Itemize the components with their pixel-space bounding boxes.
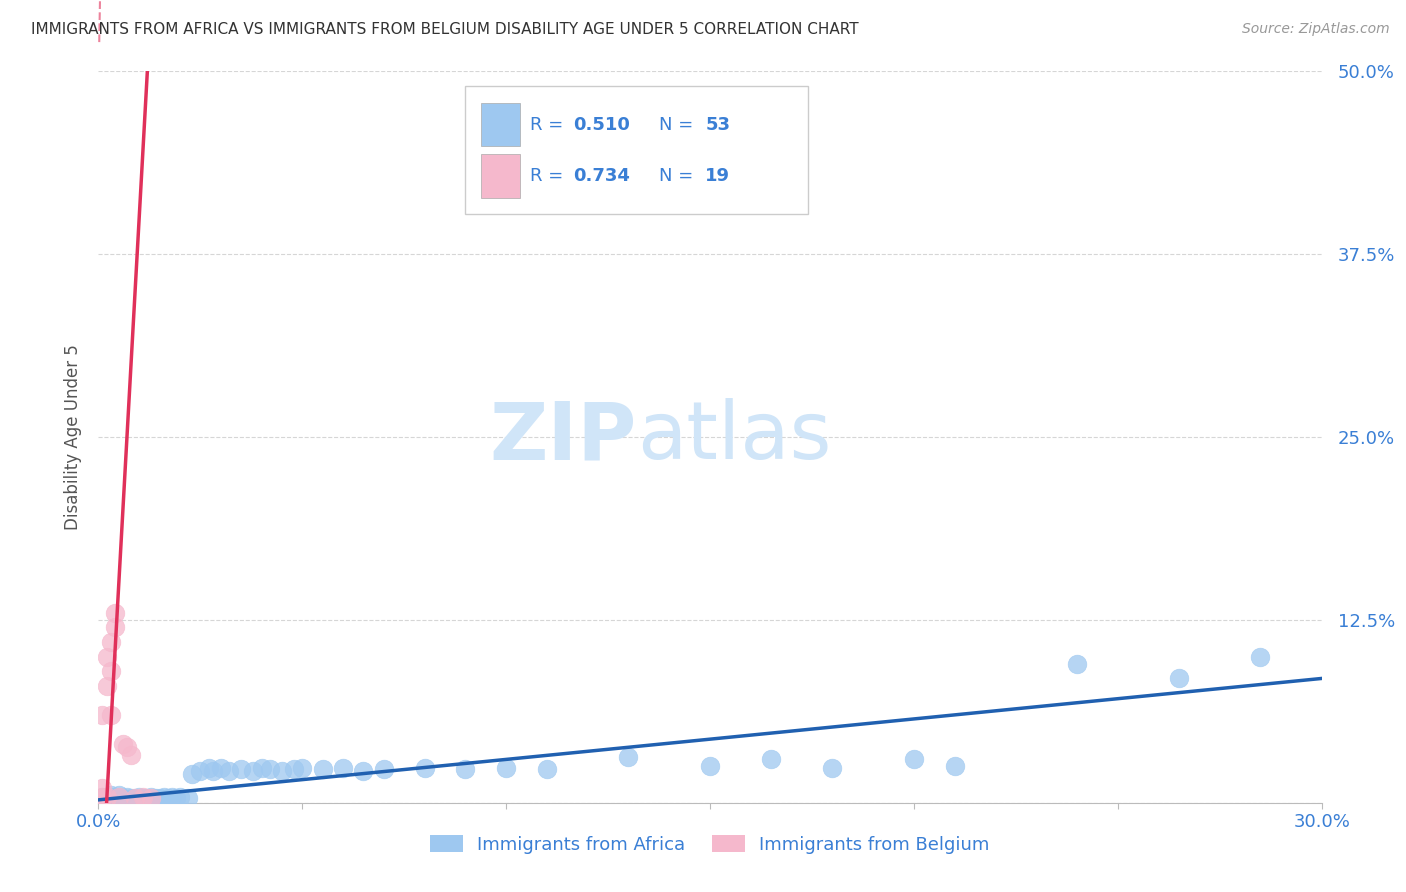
Point: [413, 761, 436, 775]
Point: [100, 708, 122, 723]
Point: [617, 750, 640, 764]
Point: [209, 761, 232, 775]
Point: [136, 791, 159, 805]
Point: [283, 762, 305, 776]
Point: [104, 791, 127, 805]
Text: ZIP: ZIP: [489, 398, 637, 476]
Point: [373, 762, 395, 776]
Point: [242, 764, 264, 778]
Point: [152, 789, 174, 804]
Point: [115, 789, 138, 804]
Point: [108, 789, 131, 804]
Legend: Immigrants from Africa, Immigrants from Belgium: Immigrants from Africa, Immigrants from …: [423, 828, 997, 861]
Point: [156, 791, 179, 805]
Point: [128, 789, 150, 804]
Point: [188, 764, 212, 778]
Point: [943, 759, 966, 773]
Point: [96, 649, 118, 664]
Point: [201, 764, 224, 778]
Point: [141, 789, 163, 804]
Point: [124, 791, 146, 805]
Text: IMMIGRANTS FROM AFRICA VS IMMIGRANTS FROM BELGIUM DISABILITY AGE UNDER 5 CORRELA: IMMIGRANTS FROM AFRICA VS IMMIGRANTS FRO…: [31, 22, 859, 37]
Point: [149, 791, 172, 805]
Point: [270, 764, 294, 778]
Point: [495, 761, 517, 775]
Point: [91, 791, 114, 805]
Point: [120, 791, 142, 805]
Point: [332, 761, 354, 775]
Point: [165, 791, 187, 805]
Point: [312, 762, 335, 776]
Point: [231, 762, 253, 776]
FancyBboxPatch shape: [465, 86, 808, 214]
Point: [96, 789, 118, 804]
Point: [100, 635, 122, 649]
Point: [1249, 649, 1271, 664]
Point: [169, 789, 191, 804]
Point: [91, 708, 114, 723]
Point: [96, 679, 118, 693]
Point: [91, 781, 114, 796]
Point: [111, 791, 134, 805]
Point: [536, 762, 558, 776]
Point: [177, 791, 200, 805]
Text: N =: N =: [658, 116, 699, 134]
Point: [181, 766, 204, 780]
Point: [145, 791, 167, 805]
Point: [100, 664, 122, 678]
Point: [1066, 657, 1088, 671]
FancyBboxPatch shape: [481, 103, 520, 146]
Point: [108, 789, 131, 804]
Point: [100, 789, 122, 804]
Point: [197, 761, 219, 775]
Point: [821, 761, 844, 775]
Text: Source: ZipAtlas.com: Source: ZipAtlas.com: [1241, 22, 1389, 37]
Point: [352, 764, 374, 778]
Point: [104, 620, 127, 634]
Point: [761, 752, 783, 766]
Text: 0.734: 0.734: [574, 167, 630, 185]
Y-axis label: Disability Age Under 5: Disability Age Under 5: [63, 344, 82, 530]
Point: [250, 761, 273, 775]
Text: R =: R =: [530, 167, 569, 185]
Point: [454, 762, 477, 776]
Point: [132, 789, 155, 804]
Point: [132, 791, 155, 805]
Text: 53: 53: [706, 116, 730, 134]
Text: N =: N =: [658, 167, 699, 185]
Point: [903, 752, 925, 766]
Point: [115, 740, 138, 755]
Point: [160, 789, 183, 804]
Point: [100, 789, 122, 803]
Point: [218, 764, 240, 778]
Point: [96, 791, 118, 805]
Point: [91, 789, 114, 804]
FancyBboxPatch shape: [481, 154, 520, 197]
Point: [111, 737, 134, 751]
Point: [259, 762, 281, 776]
Point: [124, 791, 146, 805]
Point: [291, 761, 314, 775]
Text: R =: R =: [530, 116, 569, 134]
Text: 19: 19: [706, 167, 730, 185]
Point: [108, 789, 131, 803]
Point: [141, 791, 163, 805]
Point: [104, 606, 127, 620]
Point: [120, 747, 142, 762]
Point: [1167, 672, 1189, 686]
Point: [91, 789, 114, 804]
Text: atlas: atlas: [637, 398, 831, 476]
Point: [699, 759, 721, 773]
Text: 0.510: 0.510: [574, 116, 630, 134]
